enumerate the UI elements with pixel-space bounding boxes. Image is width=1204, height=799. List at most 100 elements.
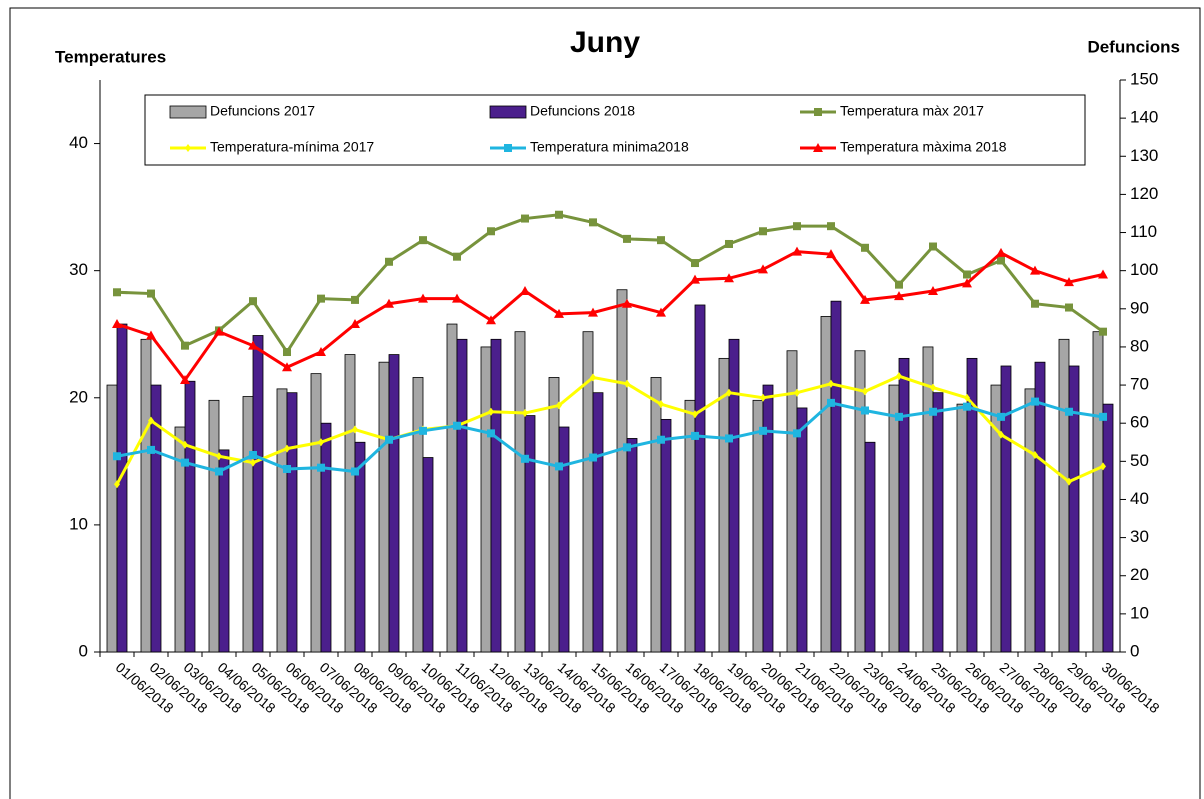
y-tick-label: 10 (69, 514, 88, 533)
y2-tick-label: 40 (1130, 489, 1149, 508)
point (318, 438, 324, 447)
point (656, 307, 666, 317)
bar (286, 392, 298, 653)
point (216, 452, 222, 461)
bar (922, 346, 934, 653)
point (316, 347, 326, 357)
point (896, 372, 902, 381)
bar (310, 373, 322, 653)
point (146, 330, 156, 340)
point (453, 252, 461, 261)
line (116, 213, 1104, 355)
point (1100, 462, 1106, 471)
y-tick-label: 20 (69, 387, 88, 406)
point (1065, 407, 1073, 416)
point (250, 458, 256, 467)
point (759, 426, 767, 435)
y2-tick-label: 10 (1130, 603, 1149, 622)
bar (480, 346, 492, 653)
point (1031, 299, 1039, 308)
point (1066, 477, 1072, 486)
point (181, 458, 189, 467)
point (248, 340, 258, 350)
point (214, 326, 224, 336)
bar (820, 316, 832, 653)
point (862, 387, 868, 396)
y-axis-title: Temperatures (55, 47, 166, 66)
point (249, 450, 257, 459)
point (486, 315, 496, 325)
bar (388, 354, 400, 653)
point (622, 298, 632, 308)
point (828, 379, 834, 388)
point (148, 416, 154, 425)
point (997, 256, 1005, 265)
legend-label: Temperatura màxima 2018 (840, 139, 1007, 155)
legend-marker (504, 144, 512, 152)
point (1031, 397, 1039, 406)
bar (1092, 331, 1104, 653)
point (894, 291, 904, 301)
point (895, 280, 903, 289)
point (1064, 277, 1074, 287)
legend-label: Defuncions 2017 (210, 103, 315, 119)
point (555, 462, 563, 471)
point (860, 294, 870, 304)
point (826, 249, 836, 259)
point (692, 410, 698, 419)
line (116, 250, 1104, 383)
bar (524, 415, 536, 653)
point (658, 400, 664, 409)
bar (276, 388, 288, 653)
bar (514, 331, 526, 653)
point (895, 412, 903, 421)
point (624, 379, 630, 388)
bar (354, 441, 366, 653)
point (520, 286, 530, 296)
point (317, 294, 325, 303)
bar (140, 338, 152, 653)
bar (446, 323, 458, 653)
legend-marker (185, 144, 191, 152)
bar (830, 300, 842, 653)
point (963, 402, 971, 411)
point (1099, 412, 1107, 421)
bar (932, 392, 944, 653)
point (794, 388, 800, 397)
bar (184, 380, 196, 653)
y2-tick-label: 70 (1130, 375, 1149, 394)
bar (728, 338, 740, 653)
bar (252, 335, 264, 653)
point (792, 246, 802, 256)
bar (650, 377, 662, 653)
point (1098, 269, 1108, 279)
point (623, 234, 631, 243)
point (861, 406, 869, 415)
bar (888, 384, 900, 653)
point (418, 293, 428, 303)
y-tick-label: 0 (79, 641, 88, 660)
point (590, 373, 596, 382)
point (521, 214, 529, 223)
y2-tick-label: 60 (1130, 413, 1149, 432)
point (964, 393, 970, 402)
legend-label: Temperatura minima2018 (530, 139, 689, 155)
y2-tick-label: 150 (1130, 69, 1158, 88)
y2-tick-label: 120 (1130, 184, 1158, 203)
point (113, 452, 121, 461)
point (352, 425, 358, 434)
point (725, 239, 733, 248)
legend-label: Temperatura màx 2017 (840, 103, 984, 119)
bar (412, 377, 424, 653)
bar (626, 438, 638, 653)
y2-tick-label: 30 (1130, 527, 1149, 546)
legend-label: Temperatura-mínima 2017 (210, 139, 374, 155)
point (555, 210, 563, 219)
y2-tick-label: 100 (1130, 260, 1158, 279)
point (215, 467, 223, 476)
point (147, 445, 155, 454)
point (282, 362, 292, 372)
point (113, 288, 121, 297)
bar (956, 403, 968, 653)
point (726, 388, 732, 397)
